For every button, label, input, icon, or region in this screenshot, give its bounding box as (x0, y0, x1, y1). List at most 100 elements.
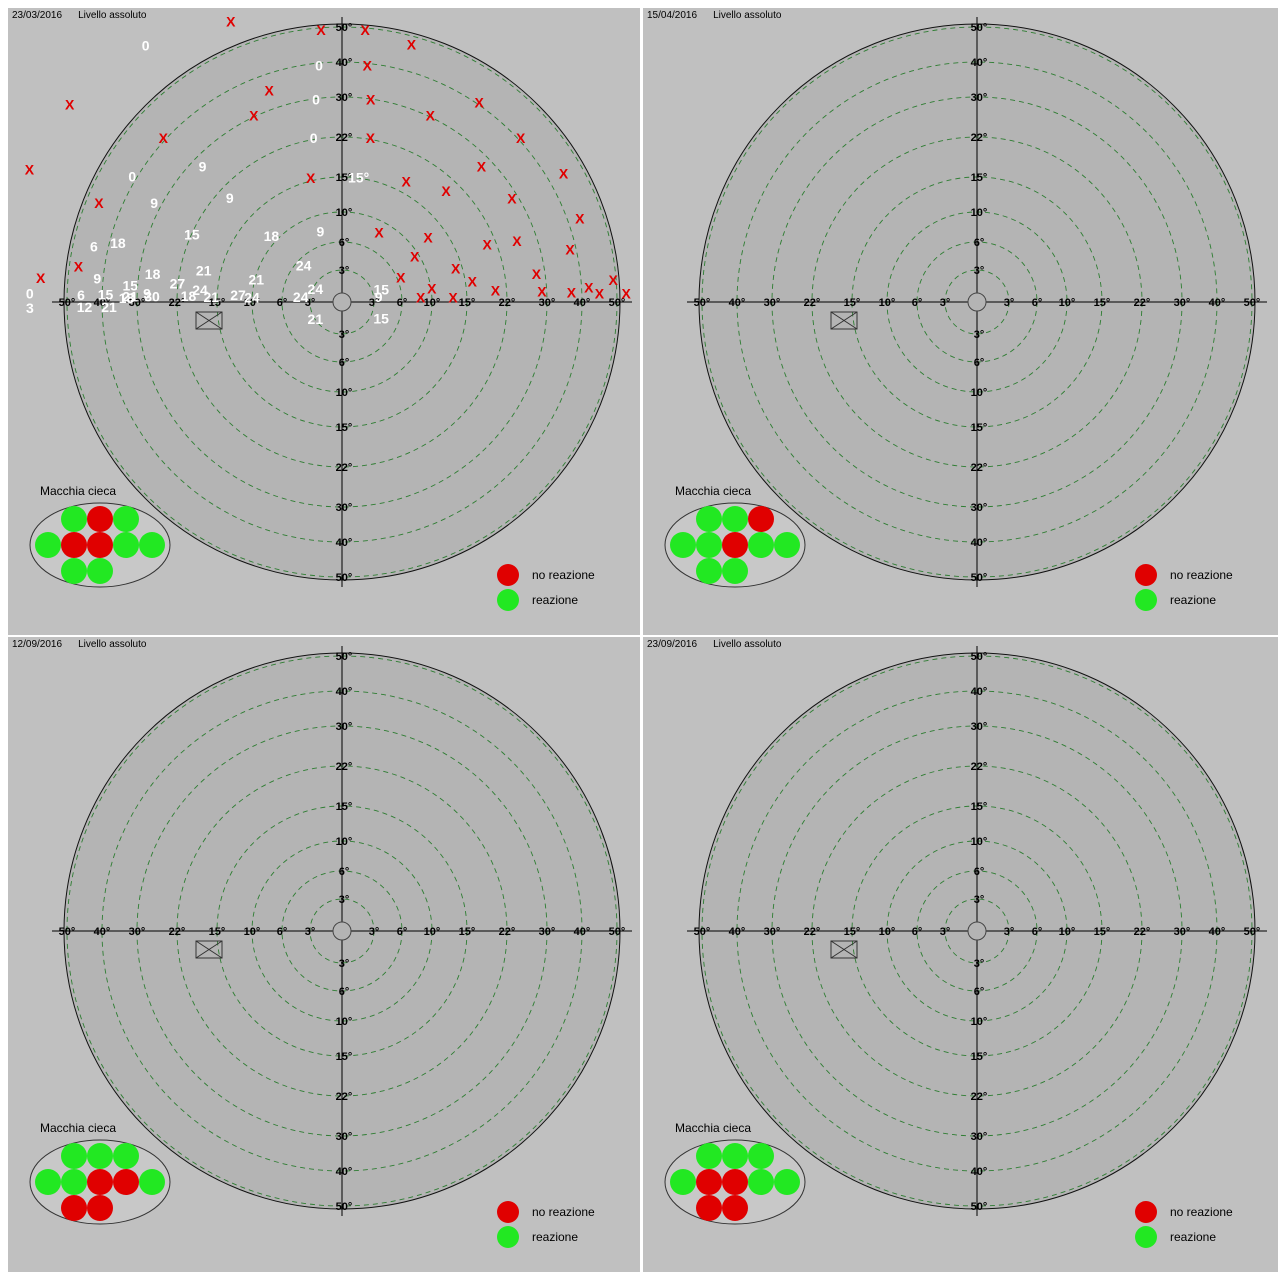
perimetry-panel-3: 3° 3° 3° 3° 6° 6° 6° 6° 10° 10° 10° 10° 15° 15° 15° 15°… (8, 637, 640, 1272)
legend-no-reaction-dot (497, 1201, 519, 1223)
axis-tick-label: 50° (971, 22, 988, 34)
no-reaction-marker: X (491, 282, 501, 298)
threshold-value: 18 (119, 290, 135, 306)
axis-tick-label: 30° (1174, 926, 1191, 938)
perimetry-panel-4: 3° 3° 3° 3° 6° 6° 6° 6° 10° 10° 10° 10° 15° 15° 15° 15°… (643, 637, 1278, 1272)
axis-tick-label: 30° (539, 297, 556, 309)
no-reaction-marker: X (567, 285, 577, 301)
axis-tick-label: 30° (971, 721, 988, 733)
no-reaction-marker: X (537, 284, 547, 300)
no-reaction-dot (113, 1169, 139, 1195)
blind-spot-marker-line (830, 311, 858, 330)
no-reaction-marker: X (516, 130, 526, 146)
axis-tick-label: 6° (1032, 926, 1043, 938)
perimetry-panel-1: 3° 3° 3° 3° 6° 6° 6° 6° 10° 10° 10° 10° 15° 15° 15° 15°… (8, 8, 640, 635)
axis-tick-label: 22° (499, 926, 516, 938)
blind-spot-marker (195, 940, 223, 959)
axis-tick-label: 40° (94, 926, 111, 938)
no-reaction-marker: X (475, 95, 485, 111)
axis-tick-label: 30° (971, 502, 988, 514)
no-reaction-marker: X (363, 57, 373, 73)
reaction-dot (722, 506, 748, 532)
axis-tick-label: 15° (971, 422, 988, 434)
axis-tick-label: 50° (336, 572, 353, 584)
axis-tick-label: 50° (694, 297, 711, 309)
axis-tick-label: 3° (1004, 926, 1015, 938)
no-reaction-dot (696, 1169, 722, 1195)
threshold-value: 27 (170, 275, 186, 291)
axis-tick-label: 3° (974, 265, 985, 277)
axis-tick-label: 30° (971, 92, 988, 104)
legend-no-reaction-label: no reazione (1170, 568, 1233, 582)
axis-tick-label: 15° (336, 1051, 353, 1063)
axis-tick-label: 50° (971, 1201, 988, 1213)
threshold-value: 12 (77, 299, 93, 315)
test-mode: Livello assoluto (78, 10, 147, 21)
threshold-value: 24 (192, 282, 208, 298)
reaction-dot (61, 1169, 87, 1195)
reaction-dot (87, 1143, 113, 1169)
legend-reaction-dot (497, 589, 519, 611)
threshold-value: 15 (123, 277, 139, 293)
axis-tick-label: 3° (339, 265, 350, 277)
blind-spot-marker-line (195, 940, 223, 959)
axis-tick-label: 6° (974, 986, 985, 998)
axis-tick-label: 22° (971, 132, 988, 144)
no-reaction-dot (722, 1195, 748, 1221)
no-reaction-marker: X (416, 289, 426, 305)
axis-tick-label: 22° (336, 761, 353, 773)
threshold-value: 3 (26, 300, 34, 316)
axis-tick-label: 3° (339, 329, 350, 341)
axis-tick-label: 3° (339, 894, 350, 906)
test-date: 15/04/2016 (647, 10, 698, 21)
threshold-value: 24 (293, 289, 309, 305)
no-reaction-marker: X (621, 286, 631, 302)
axis-tick-label: 22° (971, 462, 988, 474)
axis-tick-label: 10° (971, 207, 988, 219)
axis-tick-label: 30° (539, 926, 556, 938)
threshold-value: 15 (373, 310, 389, 326)
no-reaction-marker: X (366, 130, 376, 146)
visual-field-svg: 3° 3° 3° 3° 6° 6° 6° 6° 10° 10° 10° 10° 15° 15° 15° 15°… (29, 646, 632, 1248)
reaction-dot (722, 1143, 748, 1169)
no-reaction-marker: X (65, 96, 75, 112)
axis-tick-label: 40° (336, 57, 353, 69)
threshold-value: 15 (184, 226, 200, 242)
legend-reaction-label: reazione (532, 593, 578, 607)
legend-reaction-dot (1135, 589, 1157, 611)
no-reaction-marker: X (94, 195, 104, 211)
axis-tick-label: 6° (1032, 297, 1043, 309)
reaction-dot (113, 1143, 139, 1169)
axis-tick-label: 6° (974, 866, 985, 878)
threshold-value: 21 (101, 299, 117, 315)
axis-tick-label: 22° (1134, 297, 1151, 309)
blind-spot-title: Macchia cieca (40, 1121, 116, 1135)
legend-no-reaction-dot (1135, 1201, 1157, 1223)
no-reaction-dot (722, 532, 748, 558)
axis-tick-label: 40° (94, 297, 111, 309)
panel-header: 23/03/2016 Livello assoluto (12, 10, 162, 21)
reaction-dot (61, 1143, 87, 1169)
threshold-value: 15° (348, 169, 369, 185)
legend-reaction-label: reazione (1170, 593, 1216, 607)
fixation-point (332, 921, 352, 941)
axis-tick-label: 10° (1059, 297, 1076, 309)
axis-tick-label: 40° (1209, 926, 1226, 938)
axis-tick-label: 15° (971, 172, 988, 184)
no-reaction-marker: X (559, 165, 569, 181)
threshold-value: 24 (296, 258, 312, 274)
no-reaction-dot (87, 1169, 113, 1195)
axis-tick-label: 40° (574, 926, 591, 938)
threshold-value: 0 (315, 57, 323, 73)
legend-no-reaction-dot (497, 564, 519, 586)
axis-tick-label: 22° (971, 1091, 988, 1103)
no-reaction-dot (61, 1195, 87, 1221)
axis-tick-label: 3° (940, 297, 951, 309)
axis-tick-label: 22° (169, 297, 186, 309)
threshold-value: 9 (226, 190, 234, 206)
axis-tick-label: 3° (305, 297, 316, 309)
axis-tick-label: 22° (1134, 926, 1151, 938)
axis-tick-label: 50° (609, 297, 626, 309)
axis-tick-label: 10° (879, 926, 896, 938)
axis-tick-label: 6° (339, 866, 350, 878)
